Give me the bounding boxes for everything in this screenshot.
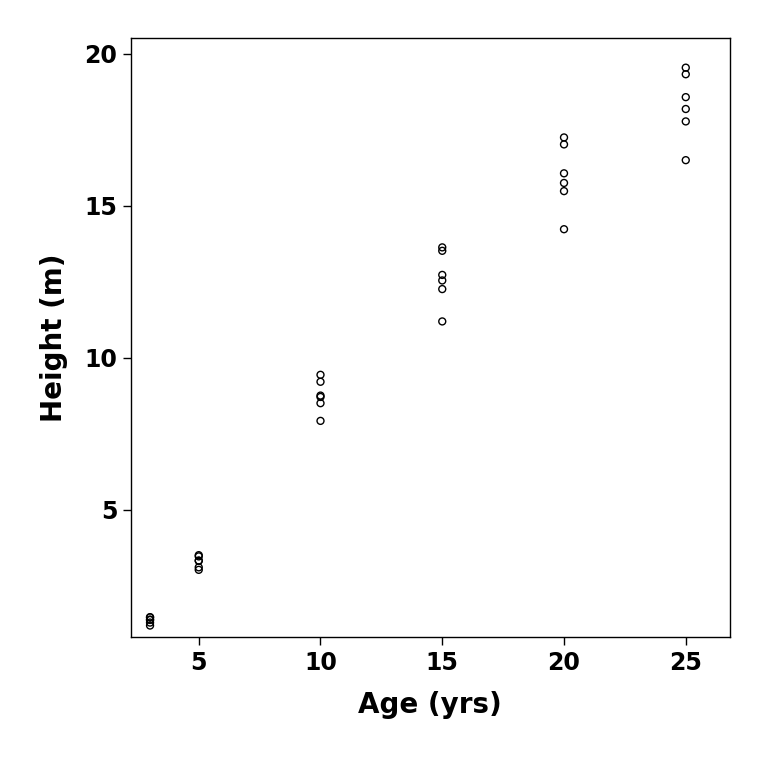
Point bbox=[144, 611, 156, 624]
Point bbox=[680, 115, 692, 127]
Point bbox=[314, 415, 326, 427]
Point bbox=[144, 611, 156, 624]
Point bbox=[558, 131, 570, 144]
Point bbox=[680, 61, 692, 74]
Point bbox=[436, 283, 449, 295]
Point bbox=[193, 554, 205, 567]
Point bbox=[193, 549, 205, 561]
Point bbox=[558, 177, 570, 189]
X-axis label: Age (yrs): Age (yrs) bbox=[358, 691, 502, 720]
Y-axis label: Height (m): Height (m) bbox=[40, 253, 68, 422]
Point bbox=[314, 397, 326, 409]
Point bbox=[558, 223, 570, 235]
Point bbox=[436, 274, 449, 286]
Point bbox=[680, 154, 692, 167]
Point bbox=[558, 167, 570, 180]
Point bbox=[144, 619, 156, 631]
Point bbox=[680, 68, 692, 81]
Point bbox=[144, 614, 156, 626]
Point bbox=[314, 389, 326, 402]
Point bbox=[680, 103, 692, 115]
Point bbox=[144, 617, 156, 629]
Point bbox=[436, 316, 449, 328]
Point bbox=[558, 185, 570, 197]
Point bbox=[193, 564, 205, 576]
Point bbox=[680, 91, 692, 103]
Point bbox=[436, 269, 449, 281]
Point bbox=[193, 561, 205, 574]
Point bbox=[558, 138, 570, 151]
Point bbox=[436, 245, 449, 257]
Point bbox=[314, 391, 326, 403]
Point bbox=[314, 376, 326, 388]
Point bbox=[144, 614, 156, 626]
Point bbox=[193, 554, 205, 567]
Point bbox=[436, 241, 449, 253]
Point bbox=[314, 369, 326, 381]
Point bbox=[193, 550, 205, 562]
